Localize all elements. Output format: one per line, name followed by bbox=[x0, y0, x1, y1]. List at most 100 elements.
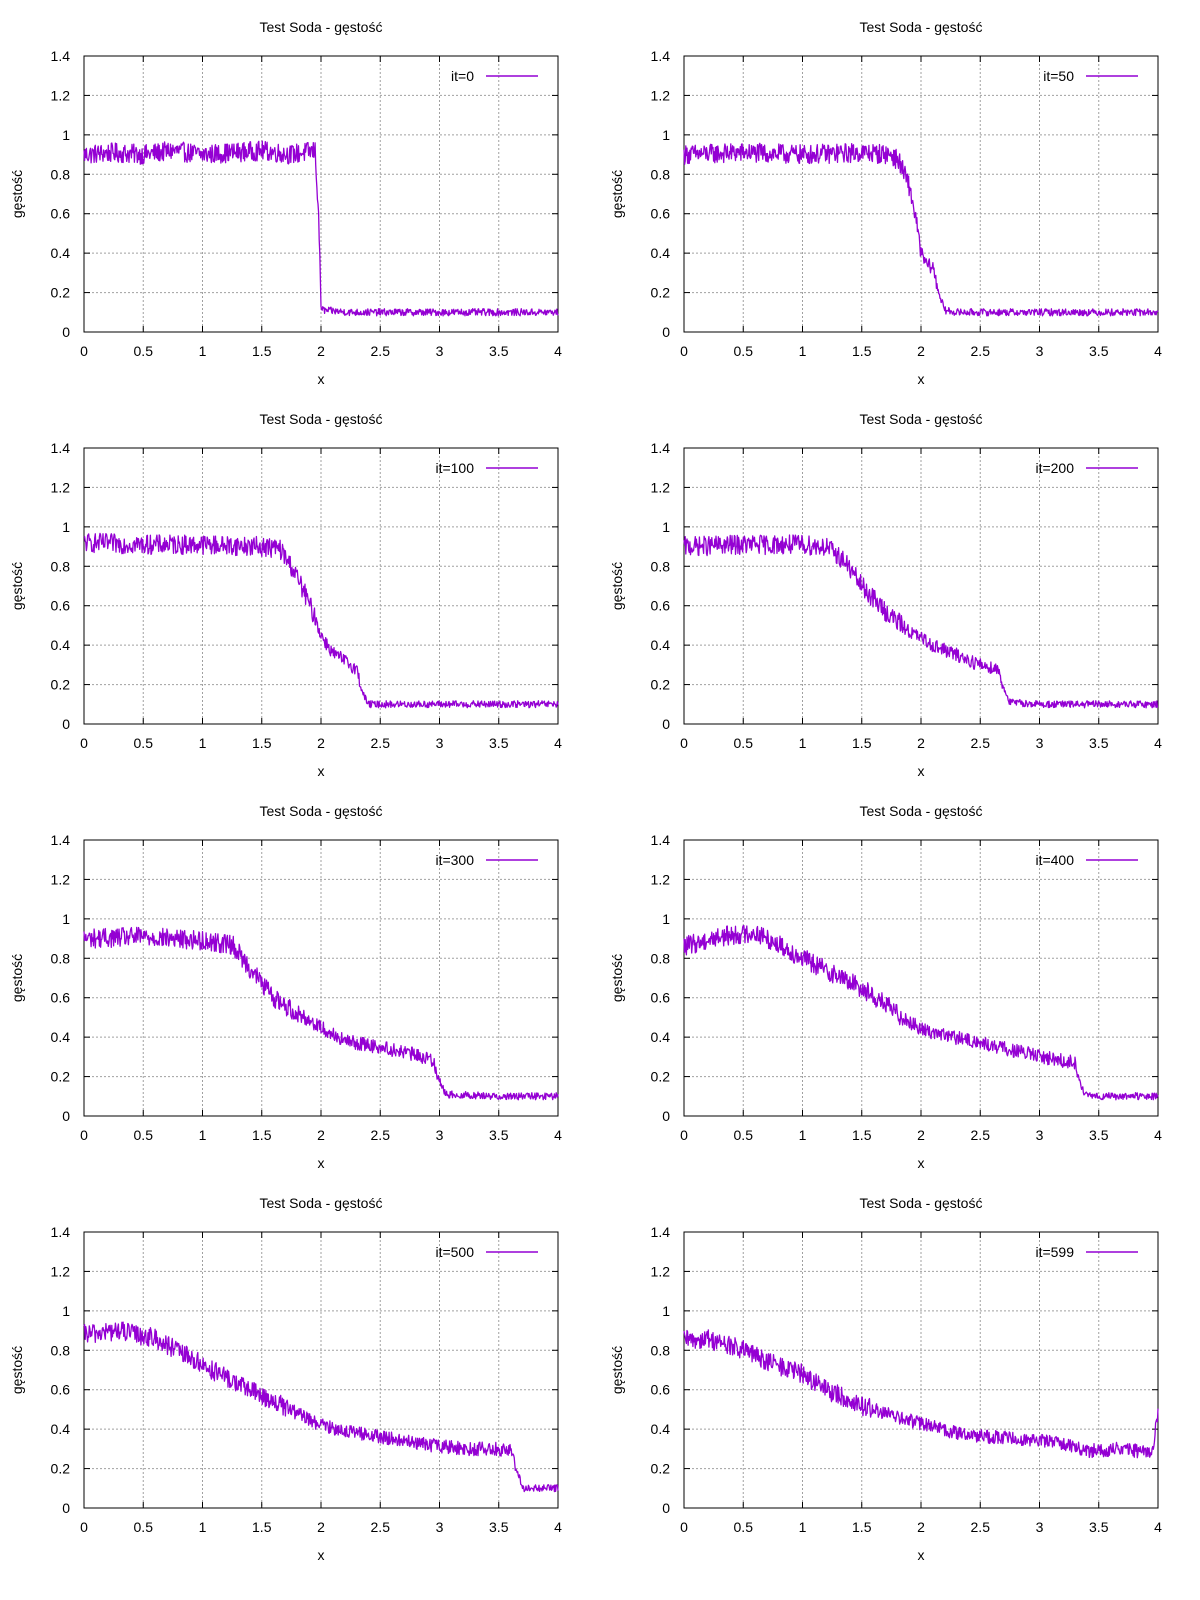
density-chart-6: Test Soda - gęstość 0 0.5 1 1.5 2 2.5 3 3.5 4 0 0.2… bbox=[9, 1195, 562, 1563]
x-axis-label: x bbox=[918, 1547, 925, 1563]
x-tick-label: 2 bbox=[917, 343, 925, 359]
y-tick-label: 0.6 bbox=[651, 990, 671, 1006]
y-tick-label: 1.4 bbox=[51, 440, 71, 456]
x-tick-label: 2 bbox=[317, 1519, 325, 1535]
y-tick-label: 0.8 bbox=[651, 558, 671, 574]
y-tick-label: 0.4 bbox=[51, 245, 71, 261]
y-tick-label: 0 bbox=[62, 1108, 70, 1124]
y-tick-label: 0.8 bbox=[651, 950, 671, 966]
y-tick-label: 0 bbox=[62, 324, 70, 340]
y-tick-label: 0.6 bbox=[51, 598, 71, 614]
x-tick-label: 1 bbox=[199, 735, 207, 751]
legend-label: it=0 bbox=[451, 68, 474, 84]
x-tick-label: 0.5 bbox=[734, 1519, 754, 1535]
y-tick-label: 0.8 bbox=[651, 166, 671, 182]
series-line bbox=[83, 140, 559, 317]
y-tick-label: 0.8 bbox=[651, 1342, 671, 1358]
y-axis-label: gęstość bbox=[609, 1346, 625, 1394]
legend-label: it=50 bbox=[1043, 68, 1074, 84]
x-tick-label: 4 bbox=[1154, 343, 1162, 359]
x-tick-label: 3 bbox=[436, 1519, 444, 1535]
x-axis-label: x bbox=[318, 1547, 325, 1563]
y-tick-label: 1.4 bbox=[651, 832, 671, 848]
x-tick-label: 3 bbox=[436, 1127, 444, 1143]
y-tick-label: 0.6 bbox=[51, 1382, 71, 1398]
y-tick-label: 0.2 bbox=[651, 285, 671, 301]
y-tick-label: 1.2 bbox=[651, 479, 671, 495]
x-tick-label: 2.5 bbox=[371, 1127, 391, 1143]
chart-title: Test Soda - gęstość bbox=[860, 1195, 983, 1211]
y-tick-label: 0.2 bbox=[51, 1461, 71, 1477]
x-tick-label: 1.5 bbox=[252, 1519, 272, 1535]
x-tick-label: 2.5 bbox=[371, 343, 391, 359]
y-tick-label: 0.4 bbox=[51, 637, 71, 653]
y-tick-label: 0.6 bbox=[651, 1382, 671, 1398]
y-tick-label: 0 bbox=[662, 716, 670, 732]
x-tick-label: 0 bbox=[80, 1127, 88, 1143]
y-tick-label: 1 bbox=[62, 911, 70, 927]
y-tick-label: 1.2 bbox=[51, 479, 71, 495]
x-tick-label: 1 bbox=[799, 1127, 807, 1143]
legend-label: it=200 bbox=[1035, 460, 1074, 476]
x-axis-label: x bbox=[918, 1155, 925, 1171]
series-line bbox=[83, 926, 559, 1101]
chart-title: Test Soda - gęstość bbox=[260, 1195, 383, 1211]
y-tick-label: 0 bbox=[662, 1500, 670, 1516]
y-tick-label: 1.2 bbox=[51, 871, 71, 887]
x-tick-label: 3 bbox=[1036, 735, 1044, 751]
x-tick-label: 2.5 bbox=[371, 735, 391, 751]
y-tick-label: 0 bbox=[662, 1108, 670, 1124]
legend-label: it=500 bbox=[435, 1244, 474, 1260]
x-tick-label: 3.5 bbox=[1089, 1127, 1109, 1143]
x-tick-label: 4 bbox=[1154, 1127, 1162, 1143]
x-tick-label: 3 bbox=[436, 735, 444, 751]
x-tick-label: 3.5 bbox=[1089, 735, 1109, 751]
y-tick-label: 1 bbox=[662, 911, 670, 927]
x-tick-label: 1.5 bbox=[852, 1127, 872, 1143]
x-axis-label: x bbox=[318, 371, 325, 387]
x-tick-label: 0.5 bbox=[134, 343, 154, 359]
y-tick-label: 0.8 bbox=[51, 1342, 71, 1358]
x-tick-label: 1 bbox=[799, 343, 807, 359]
x-tick-label: 2.5 bbox=[971, 735, 991, 751]
density-chart-2: Test Soda - gęstość 0 0.5 1 1.5 2 2.5 3 3.5 4 0 0.2… bbox=[9, 411, 562, 779]
y-axis-label: gęstość bbox=[9, 954, 25, 1002]
x-tick-label: 2.5 bbox=[971, 1127, 991, 1143]
legend-label: it=599 bbox=[1035, 1244, 1074, 1260]
legend-label: it=300 bbox=[435, 852, 474, 868]
y-tick-label: 1.4 bbox=[51, 1224, 71, 1240]
y-tick-label: 0 bbox=[62, 716, 70, 732]
x-tick-label: 4 bbox=[554, 343, 562, 359]
y-tick-label: 1.2 bbox=[651, 1263, 671, 1279]
x-tick-label: 1 bbox=[199, 1127, 207, 1143]
x-axis-label: x bbox=[318, 1155, 325, 1171]
x-tick-label: 2.5 bbox=[971, 1519, 991, 1535]
y-axis-label: gęstość bbox=[609, 562, 625, 610]
y-tick-label: 1 bbox=[62, 519, 70, 535]
y-tick-label: 0.4 bbox=[651, 245, 671, 261]
x-tick-label: 3 bbox=[1036, 1127, 1044, 1143]
x-tick-label: 1.5 bbox=[852, 735, 872, 751]
y-tick-label: 1.4 bbox=[651, 440, 671, 456]
x-tick-label: 2.5 bbox=[971, 343, 991, 359]
x-tick-label: 0 bbox=[680, 1519, 688, 1535]
y-tick-label: 0.4 bbox=[651, 1029, 671, 1045]
y-tick-label: 0.4 bbox=[651, 637, 671, 653]
y-axis-label: gęstość bbox=[609, 954, 625, 1002]
y-tick-label: 0.6 bbox=[51, 990, 71, 1006]
x-tick-label: 1 bbox=[199, 1519, 207, 1535]
chart-title: Test Soda - gęstość bbox=[860, 803, 983, 819]
y-tick-label: 0.2 bbox=[651, 1461, 671, 1477]
y-tick-label: 1.2 bbox=[51, 87, 71, 103]
x-tick-label: 0.5 bbox=[734, 735, 754, 751]
legend-label: it=400 bbox=[1035, 852, 1074, 868]
y-axis-label: gęstość bbox=[9, 562, 25, 610]
y-tick-label: 0.6 bbox=[51, 206, 71, 222]
x-tick-label: 4 bbox=[554, 735, 562, 751]
y-tick-label: 1.2 bbox=[51, 1263, 71, 1279]
density-chart-0: Test Soda - gęstość 0 0.5 1 1.5 2 2.5 3 3.5 4 0 0.2… bbox=[9, 19, 562, 387]
x-tick-label: 1.5 bbox=[852, 1519, 872, 1535]
y-tick-label: 0.6 bbox=[651, 206, 671, 222]
y-tick-label: 1 bbox=[662, 127, 670, 143]
series-line bbox=[683, 142, 1159, 317]
